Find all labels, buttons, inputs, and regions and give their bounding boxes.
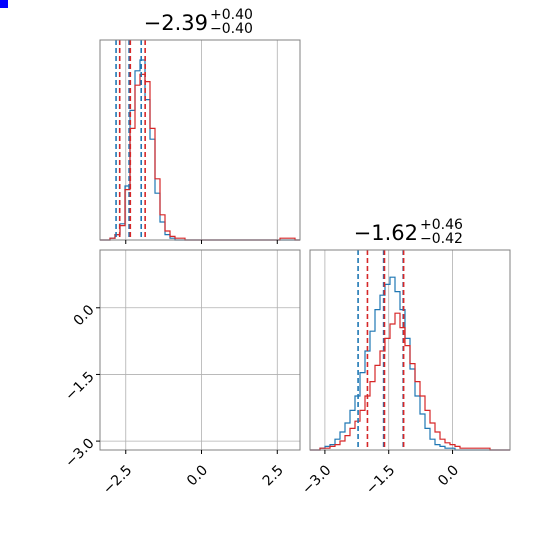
title-p1-upper: +0.46: [420, 217, 463, 233]
panel-frame-h1: [309, 249, 511, 451]
panel-frame-sc: [99, 249, 301, 451]
scatter-x-tick-label-1: 0.0: [184, 462, 211, 489]
title-p0-lower: −0.40: [210, 21, 253, 37]
title-p0-upper: +0.40: [210, 7, 253, 23]
hist-p1-x-tick-label-1: −1.5: [363, 462, 398, 497]
scatter-x-tick-label-0: −2.5: [100, 462, 135, 497]
hist-p1-x-tick-label-0: −3.0: [299, 462, 334, 497]
scatter-y-tick-label-2: −3.0: [62, 435, 97, 470]
scatter-y-tick-label-0: 0.0: [71, 302, 98, 329]
marker-point-5: [0, 0, 8, 8]
title-p1-lower: −0.42: [420, 231, 463, 247]
hist-p1-x-tick-label-2: 0.0: [435, 462, 462, 489]
panel-frame-h0: [99, 39, 301, 241]
scatter-y-tick-label-1: −1.5: [62, 369, 97, 404]
hist-p1-red-series: [310, 312, 510, 451]
title-p1-value: −1.62: [354, 221, 418, 245]
layer-grid: [100, 40, 453, 450]
title-p0-value: −2.39: [144, 11, 208, 35]
layer-frame: [96, 39, 511, 454]
scatter-x-tick-label-2: 2.5: [260, 462, 287, 489]
